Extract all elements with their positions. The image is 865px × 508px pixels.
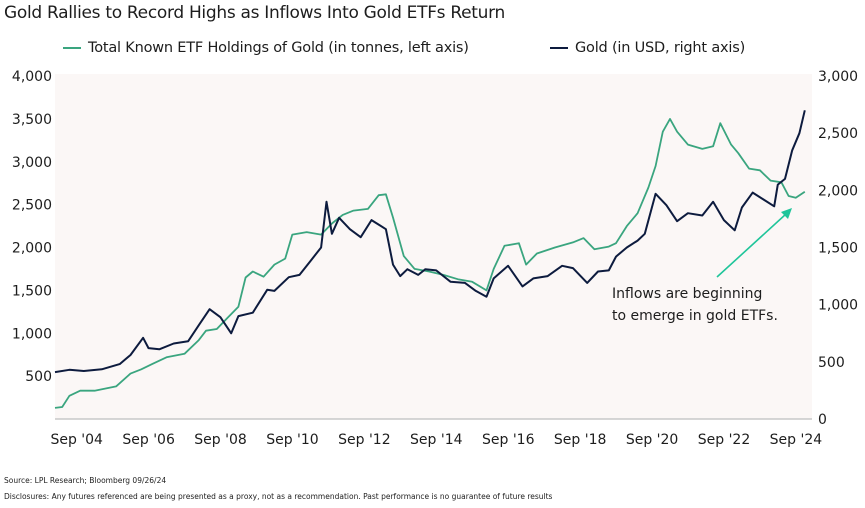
y-right-tick-label: 1,500 [818,241,858,257]
y-left-tick-label: 4,000 [12,69,52,85]
x-tick-label: Sep '16 [482,432,535,448]
series-line-gold-price [54,110,806,374]
disclosures-note: Disclosures: Any futures referenced are … [4,492,553,501]
x-tick-label: Sep '08 [194,432,247,448]
x-tick-label: Sep '10 [266,432,319,448]
x-tick-label: Sep '12 [338,432,391,448]
source-note: Source: LPL Research; Bloomberg 09/26/24 [4,476,167,485]
legend-item-etf-holdings: Total Known ETF Holdings of Gold (in ton… [63,40,469,56]
legend-label-etf-holdings: Total Known ETF Holdings of Gold (in ton… [88,40,469,56]
x-tick-label: Sep '14 [410,432,463,448]
annotation-arrow-line [716,213,787,278]
legend-item-gold: Gold (in USD, right axis) [550,40,745,56]
y-right-tick-label: 1,000 [818,298,858,314]
y-left-tick-label: 1,000 [12,326,52,342]
x-tick-label: Sep '24 [770,432,823,448]
legend-swatch-green [63,47,81,49]
y-left-tick-label: 3,000 [12,155,52,171]
y-right-tick-label: 0 [818,412,827,428]
y-right-tick-label: 2,500 [818,126,858,142]
annotation-arrow-head-icon [781,208,792,219]
x-tick-label: Sep '06 [122,432,175,448]
annotation-line-1: Inflows are beginning [612,286,762,302]
y-left-tick-label: 1,500 [12,283,52,299]
x-tick-label: Sep '04 [50,432,103,448]
legend-swatch-navy [550,47,568,49]
annotation-line-2: to emerge in gold ETFs. [612,308,778,324]
legend-label-gold: Gold (in USD, right axis) [575,40,746,56]
x-tick-label: Sep '20 [626,432,679,448]
y-right-tick-label: 2,000 [818,183,858,199]
chart-title: Gold Rallies to Record Highs as Inflows … [4,3,505,23]
y-left-tick-label: 2,500 [12,198,52,214]
y-left-tick-label: 3,500 [12,112,52,128]
y-right-tick-label: 500 [818,355,845,371]
y-left-tick-label: 2,000 [12,241,52,257]
annotation: Inflows are beginning to emerge in gold … [612,208,792,324]
x-tick-label: Sep '22 [698,432,751,448]
x-tick-label: Sep '18 [554,432,607,448]
y-left-tick-label: 500 [25,369,52,385]
plot-background [55,74,812,419]
y-right-tick-label: 3,000 [818,69,858,85]
